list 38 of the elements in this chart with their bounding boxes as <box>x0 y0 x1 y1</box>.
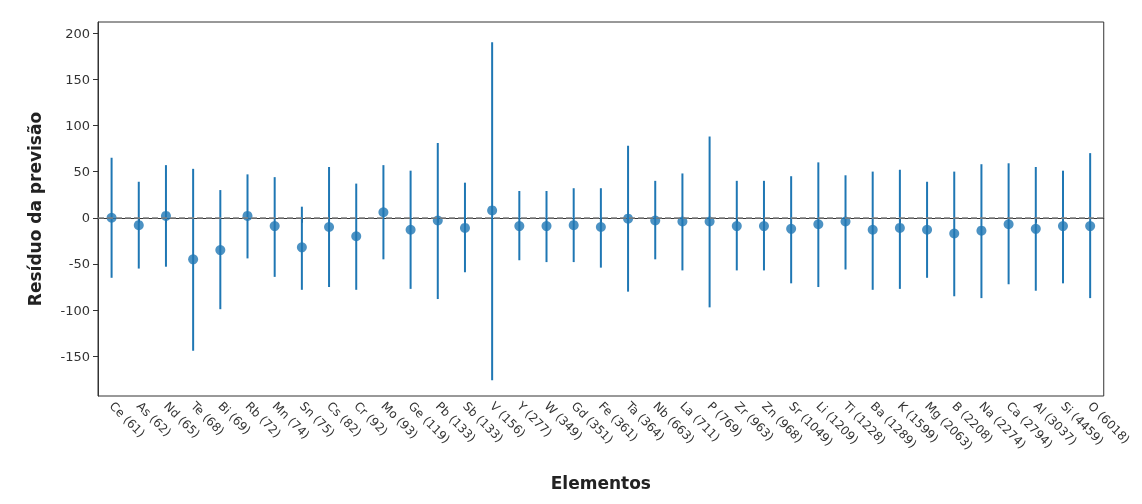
point <box>1085 221 1096 232</box>
y-tick-label: -100 <box>60 302 90 318</box>
point <box>269 221 280 232</box>
point <box>405 224 416 235</box>
point <box>922 224 933 235</box>
y-tick-label: 200 <box>65 25 90 41</box>
point <box>1003 219 1014 230</box>
point <box>1030 223 1041 234</box>
point <box>949 228 960 239</box>
point <box>1057 221 1068 232</box>
x-axis-title: Elementos <box>550 472 651 493</box>
y-tick-label: -150 <box>60 348 90 364</box>
point <box>514 221 525 232</box>
point <box>296 242 307 253</box>
point <box>786 223 797 234</box>
point <box>324 222 335 232</box>
point <box>758 221 769 232</box>
point <box>459 222 470 233</box>
y-tick-label: 50 <box>73 164 90 180</box>
point <box>541 221 552 232</box>
y-axis-title: Resíduo da previsão <box>24 111 45 307</box>
point <box>487 205 498 216</box>
point <box>813 219 824 230</box>
point <box>351 231 362 242</box>
point <box>215 245 226 256</box>
y-tick-label: 100 <box>65 117 90 133</box>
y-tick-label: -50 <box>68 256 90 272</box>
point <box>133 220 144 231</box>
point <box>867 224 878 235</box>
point <box>894 222 905 233</box>
point <box>188 254 199 265</box>
point <box>595 222 606 232</box>
point <box>378 207 389 218</box>
y-tick-label: 0 <box>81 210 90 226</box>
point <box>568 220 579 231</box>
y-tick-label: 150 <box>65 71 90 87</box>
point <box>976 225 987 236</box>
point <box>731 221 742 232</box>
